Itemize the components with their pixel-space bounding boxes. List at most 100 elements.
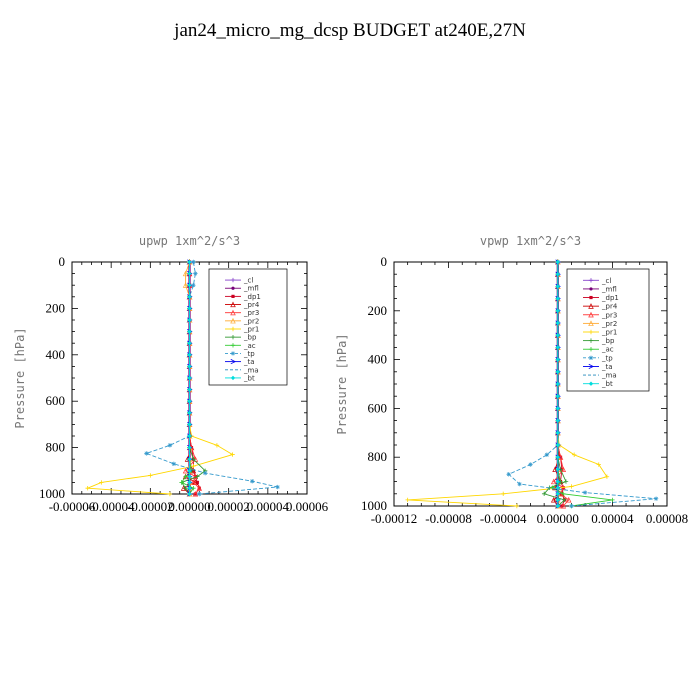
legend-label: _pr1 [243,326,259,334]
y-tick-label: 800 [368,449,388,464]
data-point [195,480,199,484]
data-point [187,317,192,323]
data-point [187,259,192,265]
legend: _cl_mfl_dp1_pr4_pr3_pr2_pr1_bp_ac_tp_ta_… [208,268,288,386]
data-point [187,399,192,404]
data-point [555,455,560,460]
legend-marker [230,351,236,356]
data-point [187,294,192,299]
y-tick-label: 0 [59,254,66,269]
legend-marker [588,278,594,283]
x-tick-label: 0.00000 [168,499,210,514]
data-point [187,468,192,473]
data-point [187,433,192,439]
data-point [187,329,192,334]
data-point [230,452,235,457]
legend-marker [230,334,236,340]
legend-marker [589,295,593,300]
vpwp-panel: vpwp 1xm^2/s^3 Pressure [hPa] 0 200 400 600 80… [335,234,688,526]
legend-marker [588,363,595,370]
data-point [555,503,560,509]
data-point [562,497,567,503]
data-point [550,496,557,503]
x-tick-label: -0.00006 [49,499,96,514]
data-point [555,381,560,387]
legend-label: _mfl [243,285,259,293]
data-point [544,452,550,457]
data-point [555,394,560,399]
data-point [541,491,547,496]
data-point [555,497,560,503]
y-tick-label: 200 [368,303,388,318]
data-point [610,497,615,503]
y-tick-label: 1000 [39,486,65,501]
data-point [565,496,572,503]
x-tick-label: -0.00004 [480,511,527,526]
x-tick-label: 0.00004 [591,511,634,526]
data-point [187,422,192,427]
data-point [528,462,533,467]
data-point [187,283,192,288]
legend-marker [230,343,236,348]
data-point [561,491,566,496]
data-point [555,430,560,435]
y-axis-label: Pressure [hPa] [335,333,349,434]
legend-box [566,268,650,392]
data-point [171,461,177,467]
legend-label: _ma [243,366,259,374]
data-point [571,452,577,457]
data-point [563,479,569,484]
legend-marker [230,359,237,365]
data-point [167,491,173,497]
upwp-panel: upwp 1xm^2/s^3 Pressure [hPa] 0 200 400 600 80… [13,234,329,514]
data-point [555,485,560,490]
legend-label: _bt [601,380,613,388]
data-point [555,357,560,362]
legend-label: _pr2 [243,317,259,325]
data-point [193,492,197,496]
data-point [582,490,588,495]
data-point [192,491,199,497]
legend-marker [588,355,594,361]
data-point [187,457,192,462]
data-point [99,480,104,485]
data-point [202,470,208,476]
x-tick-label: -0.00008 [425,511,472,526]
legend-label: _mfl [601,285,617,293]
data-point [197,491,202,497]
legend-label: _ta [601,363,613,371]
data-point [187,375,192,381]
data-point [214,443,220,448]
legend-marker [588,320,594,326]
x-tick-label: 0.00002 [208,499,250,514]
series-bt [555,259,560,509]
data-point [144,451,149,456]
data-point [517,481,522,487]
data-point [182,270,189,277]
legend-label: _pr3 [243,309,259,317]
data-point [191,463,196,469]
data-point [555,345,560,350]
y-tick-label: 800 [46,440,66,455]
data-point [187,480,192,485]
legend-marker [231,294,235,298]
legend: _cl_mfl_dp1_pr4_pr3_pr2_pr1_bp_ac_tp_ta_… [566,268,650,392]
data-point [196,485,203,491]
data-point [555,479,560,484]
legend-label: _ac [243,342,256,350]
legend-marker [230,301,236,308]
panel-title: upwp 1xm^2/s^3 [139,234,240,248]
data-point [555,296,560,301]
data-point [550,478,557,485]
legend-label: _bt [243,374,255,382]
legend-marker [588,338,594,343]
x-tick-label: -0.00004 [88,499,135,514]
y-tick-label: 600 [368,400,388,415]
data-point [187,474,192,479]
legend-marker [589,287,593,291]
series-bp [541,259,569,509]
data-point [187,364,192,369]
data-point [550,485,555,490]
data-point [506,472,511,477]
